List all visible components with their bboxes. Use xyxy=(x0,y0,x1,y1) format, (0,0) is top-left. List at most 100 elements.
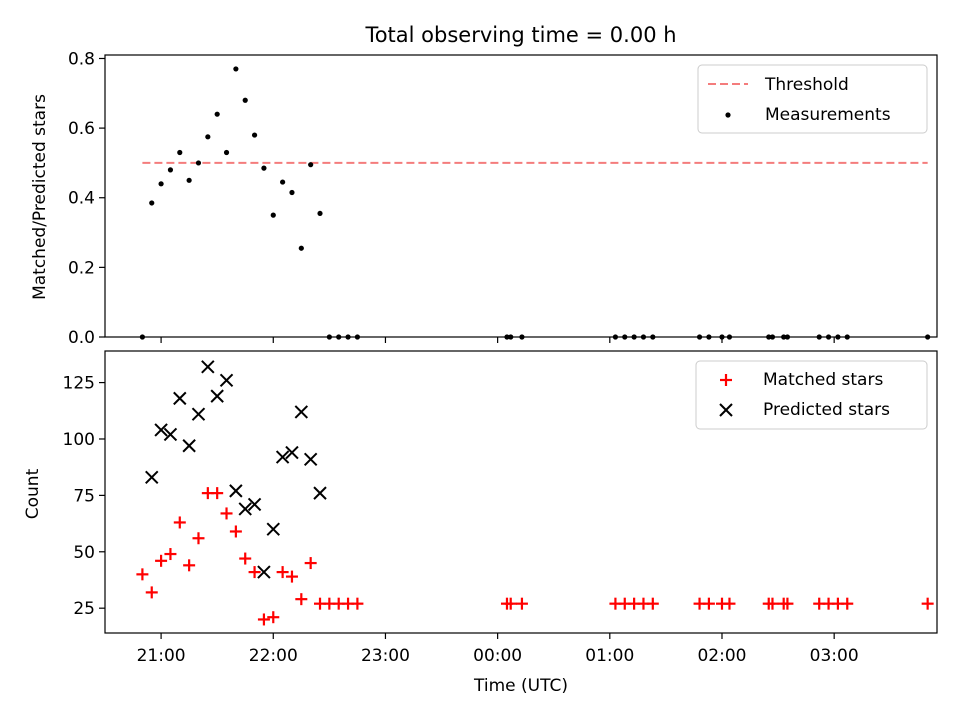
predicted-star-point xyxy=(294,405,309,419)
matched-star-point xyxy=(304,557,317,570)
ratio-panel: Total observing time = 0.00 h Matched/Pr… xyxy=(30,23,938,348)
measurement-point xyxy=(317,210,323,217)
measurement-point xyxy=(177,149,183,156)
matched-star-point xyxy=(285,570,298,583)
matched-star-point xyxy=(723,597,736,610)
x-ticks-count: 21:00 22:00 23:00 00:00 01:00 02:00 03:00 xyxy=(137,633,859,666)
matched-star-point xyxy=(145,586,158,599)
matched-star-point xyxy=(155,554,168,567)
matched-star-point xyxy=(211,487,224,500)
measurement-point xyxy=(167,167,174,173)
measurement-point xyxy=(242,97,248,103)
plot-frame-count xyxy=(104,350,938,634)
y-tick-label: 0.8 xyxy=(68,49,95,69)
legend-box-count xyxy=(695,360,928,430)
matched-stars-series xyxy=(136,487,934,626)
y-tick-label: 0.0 xyxy=(68,328,95,348)
y-ticks-ratio: 0.0 0.2 0.4 0.6 0.8 xyxy=(68,49,105,348)
matched-star-point xyxy=(183,559,196,572)
matched-star-point xyxy=(702,597,715,610)
matched-star-point xyxy=(267,611,280,624)
plot-frame-ratio xyxy=(104,54,938,338)
x-tick-label: 01:00 xyxy=(585,646,634,666)
legend-matched-swatch xyxy=(720,374,732,386)
predicted-star-point xyxy=(201,360,215,374)
matched-star-point xyxy=(136,568,149,581)
measurement-point xyxy=(205,134,211,140)
matched-star-point xyxy=(515,597,528,610)
measurement-point xyxy=(158,181,164,187)
y-tick-label: 50 xyxy=(73,543,95,563)
legend-ratio: Threshold Measurements xyxy=(697,64,928,134)
matched-star-point xyxy=(351,597,364,610)
y-tick-label: 0.6 xyxy=(68,119,95,139)
measurement-point xyxy=(270,212,276,218)
y-axis-label-ratio: Matched/Predicted stars xyxy=(30,94,50,300)
matched-star-point xyxy=(295,593,308,606)
legend-predicted-label: Predicted stars xyxy=(763,400,890,420)
measurement-point xyxy=(149,200,155,206)
measurement-point xyxy=(233,66,239,72)
matched-star-point xyxy=(229,525,242,538)
matched-star-point xyxy=(257,613,270,626)
matched-star-point xyxy=(781,597,794,610)
x-tick-label: 21:00 xyxy=(137,646,186,666)
y-tick-label: 100 xyxy=(63,430,95,450)
predicted-star-point xyxy=(229,484,243,498)
measurement-point xyxy=(308,162,314,168)
legend-matched-label: Matched stars xyxy=(763,370,883,390)
measurement-point xyxy=(223,149,230,156)
matched-star-point xyxy=(220,507,233,520)
matched-star-point xyxy=(239,552,252,565)
predicted-star-point xyxy=(182,439,196,453)
predicted-star-point xyxy=(266,522,280,536)
matched-star-point xyxy=(766,597,779,610)
legend-threshold-label: Threshold xyxy=(764,75,849,95)
measurement-point xyxy=(251,132,258,138)
matched-star-point xyxy=(921,597,934,610)
legend-box-ratio xyxy=(697,64,928,134)
y-ticks-count: 25 50 75 100 125 xyxy=(63,374,105,619)
y-tick-label: 25 xyxy=(73,599,95,619)
count-panel: Count Time (UTC) 25 50 75 100 125 21:00 22:00… xyxy=(23,350,938,696)
predicted-star-point xyxy=(238,502,252,516)
matched-star-point xyxy=(276,566,289,579)
y-tick-label: 0.4 xyxy=(68,189,95,209)
y-axis-label-count: Count xyxy=(23,468,43,519)
matched-star-point xyxy=(192,532,205,545)
x-tick-label: 00:00 xyxy=(473,646,522,666)
predicted-star-point xyxy=(275,450,290,464)
matched-star-point xyxy=(504,597,517,610)
measurement-point xyxy=(298,245,304,251)
legend-measurements-label: Measurements xyxy=(765,105,891,125)
y-tick-label: 0.2 xyxy=(68,258,95,278)
measurement-point xyxy=(214,111,220,117)
predicted-star-point xyxy=(154,423,168,437)
matched-star-point xyxy=(173,516,186,529)
matched-star-point xyxy=(164,548,177,561)
predicted-star-point xyxy=(303,452,318,466)
measurement-point xyxy=(280,179,286,185)
predicted-star-point xyxy=(173,391,187,406)
predicted-star-point xyxy=(313,486,327,500)
predicted-star-point xyxy=(191,407,206,421)
legend-measurements-swatch xyxy=(725,112,731,118)
predicted-star-point xyxy=(145,470,159,485)
measurement-point xyxy=(289,189,295,196)
predicted-stars-series xyxy=(145,360,327,579)
x-tick-label: 02:00 xyxy=(697,646,746,666)
predicted-star-point xyxy=(257,565,271,579)
measurement-point xyxy=(261,165,267,171)
x-tick-label: 23:00 xyxy=(361,646,410,666)
x-tick-label: 22:00 xyxy=(249,646,298,666)
predicted-star-point xyxy=(210,389,224,403)
matched-star-point xyxy=(841,597,854,610)
matched-star-point xyxy=(646,597,659,610)
matched-star-point xyxy=(248,566,261,579)
y-tick-label: 125 xyxy=(63,374,95,394)
legend-predicted-swatch xyxy=(719,403,733,417)
x-axis-label: Time (UTC) xyxy=(473,676,568,696)
legend-count: Matched stars Predicted stars xyxy=(695,360,928,430)
x-tick-label: 03:00 xyxy=(810,646,859,666)
